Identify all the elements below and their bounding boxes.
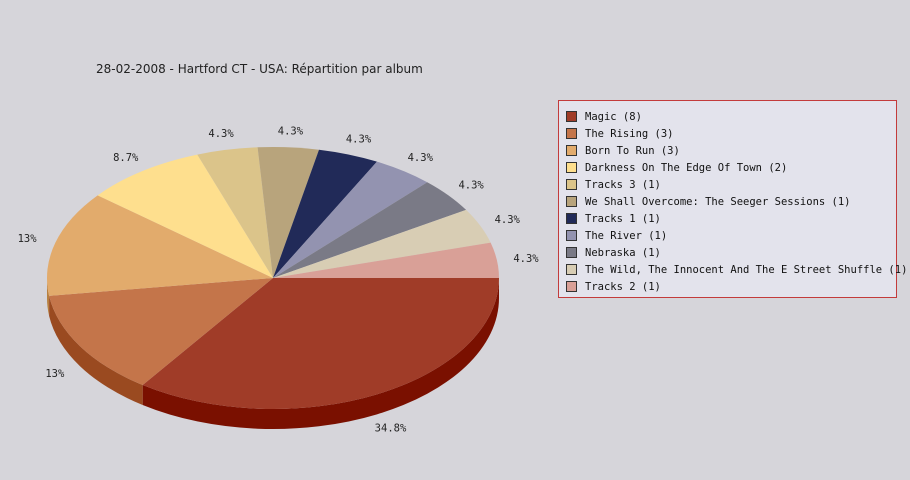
pie-labels: 34.8% 13% 13% 8.7% 4.3% 4.3% 4.3% 4.3% 4.3% 4.3% 4… — [18, 125, 540, 434]
slice-percent-label: 4.3% — [513, 253, 539, 265]
legend-label: Darkness On The Edge Of Town (2) — [585, 161, 788, 174]
legend-swatch — [566, 145, 577, 156]
pie-slice-3 — [97, 154, 274, 278]
pie-slice-side-2 — [47, 278, 50, 316]
legend-item: We Shall Overcome: The Seeger Sessions (… — [566, 193, 896, 210]
chart-legend: Magic (8) The Rising (3) Born To Run (3) Da… — [558, 100, 907, 298]
legend-label: Tracks 3 (1) — [585, 178, 661, 191]
legend-label: Tracks 1 (1) — [585, 212, 661, 225]
legend-item: Born To Run (3) — [566, 142, 896, 159]
pie-slice-side-0 — [142, 278, 500, 430]
legend-swatch — [566, 230, 577, 241]
legend-swatch — [566, 162, 577, 173]
legend-item: The River (1) — [566, 227, 896, 244]
legend-label: The Rising (3) — [585, 127, 674, 140]
pie-slice-8 — [273, 182, 467, 278]
legend-item: The Wild, The Innocent And The E Street … — [566, 261, 907, 278]
legend-swatch — [566, 281, 577, 292]
pie-slice-7 — [273, 161, 428, 278]
legend-item: Nebraska (1) — [566, 244, 896, 261]
legend-item: Magic (8) — [566, 108, 896, 125]
pie-slice-10 — [273, 242, 499, 278]
pie-slice-1 — [49, 278, 273, 386]
slice-percent-label: 4.3% — [495, 214, 521, 226]
legend-label: We Shall Overcome: The Seeger Sessions (… — [585, 195, 851, 208]
legend-swatch — [566, 247, 577, 258]
pie-slice-9 — [273, 209, 491, 278]
pie-sides — [47, 278, 500, 430]
pie-slice-4 — [197, 147, 273, 278]
legend-swatch — [566, 179, 577, 190]
legend-label: The River (1) — [585, 229, 668, 242]
legend-swatch — [566, 196, 577, 207]
legend-label: The Wild, The Innocent And The E Street … — [585, 263, 908, 276]
legend-swatch — [566, 213, 577, 224]
slice-percent-label: 4.3% — [278, 125, 304, 137]
slice-percent-label: 4.3% — [208, 128, 234, 140]
pie-slice-side-1 — [49, 295, 143, 406]
slice-percent-label: 4.3% — [346, 134, 372, 146]
slice-percent-label: 13% — [45, 368, 65, 380]
pie-tops — [47, 147, 500, 409]
legend-swatch — [566, 128, 577, 139]
pie-slice-6 — [273, 149, 377, 278]
legend-label: Tracks 2 (1) — [585, 280, 661, 293]
legend-swatch — [566, 111, 577, 122]
legend-label: Born To Run (3) — [585, 144, 680, 157]
legend-label: Nebraska (1) — [585, 246, 661, 259]
slice-percent-label: 4.3% — [408, 152, 434, 164]
legend-item: Tracks 1 (1) — [566, 210, 896, 227]
legend-item: Darkness On The Edge Of Town (2) — [566, 159, 896, 176]
slice-percent-label: 8.7% — [113, 152, 139, 164]
slice-percent-label: 13% — [18, 233, 38, 245]
chart-title: 28-02-2008 - Hartford CT - USA: Répartit… — [96, 62, 423, 76]
pie-slice-5 — [257, 147, 319, 278]
legend-item: Tracks 2 (1) — [566, 278, 896, 295]
legend-swatch — [566, 264, 577, 275]
slice-percent-label: 4.3% — [458, 180, 484, 192]
pie-slice-2 — [47, 195, 273, 296]
pie-slice-0 — [142, 278, 500, 409]
legend-label: Magic (8) — [585, 110, 642, 123]
slice-percent-label: 34.8% — [375, 422, 407, 434]
legend-item: Tracks 3 (1) — [566, 176, 896, 193]
legend-item: The Rising (3) — [566, 125, 896, 142]
